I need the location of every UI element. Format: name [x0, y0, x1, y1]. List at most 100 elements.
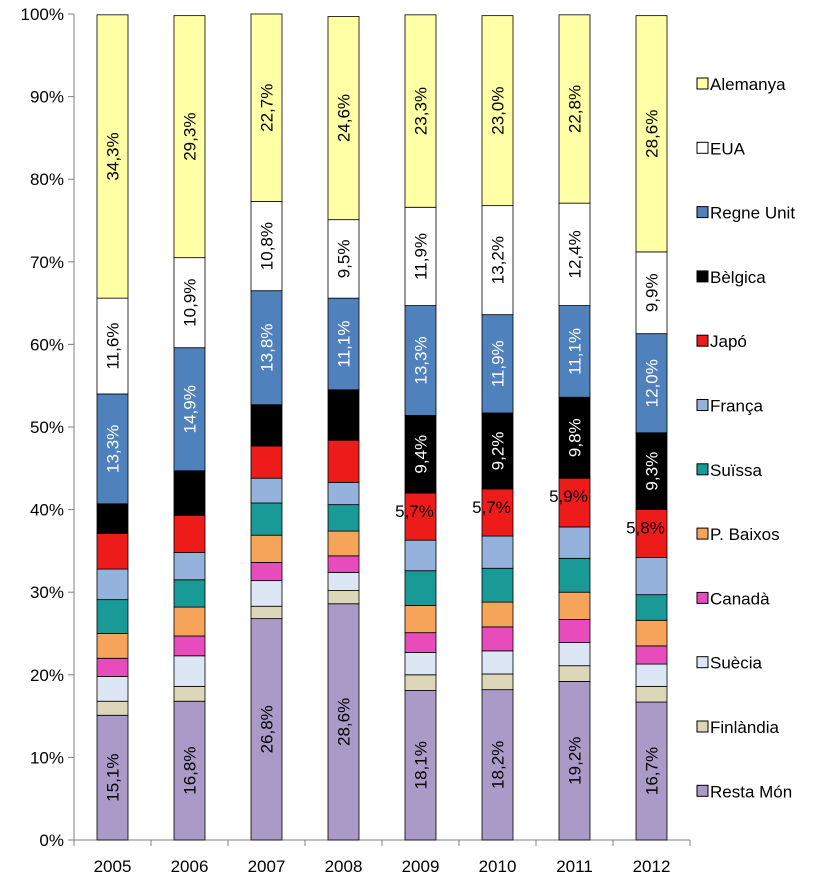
bar-segment [96, 676, 129, 702]
bar-segment [635, 645, 668, 665]
bar-segment [558, 14, 591, 204]
bar-segment [635, 15, 668, 253]
bar-value-label: 12,0% [643, 359, 662, 407]
bar-value-label: 23,3% [412, 87, 431, 135]
bar-segment [404, 539, 437, 572]
legend-label: P. Baixos [710, 525, 780, 544]
legend-label: Regne Unit [710, 204, 795, 223]
bar-segment [635, 685, 668, 703]
y-tick-label: 0% [39, 831, 64, 850]
bar-segment [404, 14, 437, 208]
bar-segment [96, 714, 129, 841]
bar-value-label: 9,3% [643, 452, 662, 491]
bar-segment [327, 603, 360, 841]
bar-value-label: 5,9% [549, 487, 588, 506]
y-tick-label: 50% [30, 418, 64, 437]
x-tick-label: 2011 [556, 857, 593, 876]
bar-segment [558, 665, 591, 682]
x-tick-label: 2005 [94, 857, 132, 876]
bar-segment [635, 594, 668, 621]
bar-value-label: 13,3% [412, 336, 431, 384]
legend-swatch [696, 270, 709, 283]
y-tick-label: 40% [30, 501, 64, 520]
bar-segment [173, 470, 206, 516]
bar-segment [635, 251, 668, 335]
legend-label: Suècia [710, 654, 763, 673]
legend-label: Japó [710, 332, 747, 351]
bar-value-label: 11,1% [335, 321, 354, 368]
legend-swatch [696, 656, 709, 669]
legend-swatch [696, 720, 709, 733]
bar-segment [558, 526, 591, 559]
legend: Alemanya EUA Regne Unit Bèlgica Japó França Su… [696, 75, 795, 801]
bar-segment [173, 347, 206, 472]
bar-segment [327, 439, 360, 483]
bar-segment [404, 206, 437, 306]
bar-segment [96, 568, 129, 601]
bar-segment [327, 530, 360, 557]
bar-value-label: 9,9% [643, 273, 662, 312]
x-tick-label: 2010 [479, 857, 517, 876]
bar-segment [481, 626, 514, 652]
bar-segment [404, 632, 437, 653]
bar-segment [404, 570, 437, 606]
bar-value-label: 18,1% [412, 741, 431, 789]
bar-value-label: 12,4% [566, 230, 585, 278]
bar-segment [327, 389, 360, 441]
bar-value-label: 11,6% [104, 323, 123, 370]
bar-value-label: 26,8% [258, 705, 277, 753]
bar-segment [327, 481, 360, 506]
bar-value-label: 23,0% [489, 87, 508, 135]
legend-label: EUA [710, 139, 746, 158]
bar-value-label: 11,1% [566, 328, 585, 375]
bar-segment [558, 591, 591, 620]
bar-segment [173, 552, 206, 581]
legend-label: França [710, 397, 763, 416]
bar-segment [173, 700, 206, 841]
legend-label: Suïssa [710, 461, 763, 480]
legend-swatch [696, 784, 709, 797]
bar-segment [635, 432, 668, 511]
bar-segment [558, 619, 591, 643]
bar-segment [481, 673, 514, 691]
bar-segment [250, 290, 283, 406]
bar-segment [250, 445, 283, 479]
bar-segment [635, 333, 668, 434]
bar-value-label: 29,3% [181, 113, 200, 161]
bar-segment [96, 533, 129, 570]
bar-value-label: 11,9% [412, 233, 431, 280]
bar-value-label: 28,6% [643, 110, 662, 158]
bar-segment [635, 701, 668, 841]
bar-value-label: 13,8% [258, 324, 277, 372]
bar-value-label: 9,5% [335, 240, 354, 279]
bar-segment [558, 557, 591, 593]
bar-segment [481, 15, 514, 207]
x-tick-label: 2009 [402, 857, 440, 876]
legend-swatch [696, 527, 709, 540]
bar-value-label: 5,7% [472, 498, 511, 517]
y-tick-label: 60% [30, 335, 64, 354]
legend-label: Bèlgica [710, 268, 766, 287]
bar-segment [404, 690, 437, 841]
bar-value-label: 10,8% [258, 222, 277, 270]
bar-value-label: 11,9% [489, 340, 508, 387]
bar-segment [173, 15, 206, 259]
bar-segment [404, 605, 437, 634]
bar-segment [558, 305, 591, 398]
axes: 0% 10% 20% 30% 40% 50% 60% 70% 80% 90% 100% 2005 200… [21, 5, 691, 876]
bar-segment [635, 557, 668, 596]
y-tick-label: 10% [30, 748, 64, 767]
bar-segment [96, 14, 129, 299]
bar-segment [250, 618, 283, 841]
y-tick-label: 20% [30, 666, 64, 685]
bar-segment [635, 663, 668, 687]
bar-segment [96, 503, 129, 534]
bar-segment [250, 562, 283, 582]
bar-value-label: 16,7% [643, 747, 662, 795]
bar-segment [327, 555, 360, 573]
bar-segment [558, 202, 591, 306]
bar-segment [404, 674, 437, 691]
bar-segment [173, 606, 206, 637]
bar-segment [173, 685, 206, 702]
